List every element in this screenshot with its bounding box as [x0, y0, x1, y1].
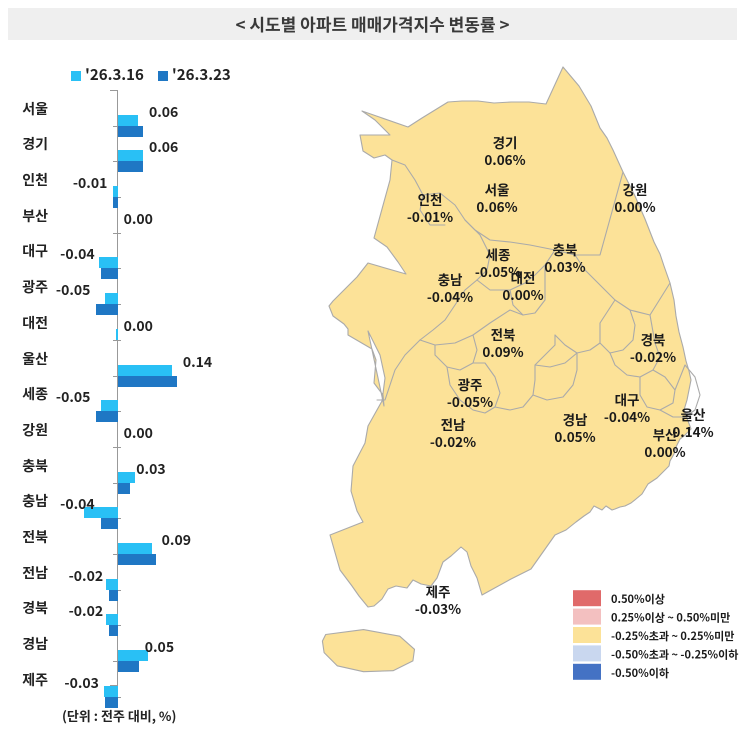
svg-text:-0.02%: -0.02% [630, 346, 676, 366]
svg-text:0.05%: 0.05% [554, 426, 595, 446]
svg-text:0.09%: 0.09% [482, 341, 523, 361]
svg-text:0.14%: 0.14% [672, 421, 713, 441]
svg-text:0.06%: 0.06% [484, 149, 525, 169]
svg-text:0.00%: 0.00% [614, 196, 655, 216]
svg-text:-0.02%: -0.02% [430, 431, 476, 451]
svg-text:-0.25%초과 ~ 0.25%미만: -0.25%초과 ~ 0.25%미만 [611, 628, 734, 644]
svg-text:-0.05%: -0.05% [447, 391, 493, 411]
svg-text:-0.04%: -0.04% [427, 286, 473, 306]
svg-text:0.00%: 0.00% [644, 441, 685, 461]
svg-text:0.50%이상: 0.50%이상 [611, 591, 665, 607]
svg-text:-0.04%: -0.04% [604, 406, 650, 426]
svg-text:-0.50%초과 ~ -0.25%이하: -0.50%초과 ~ -0.25%이하 [611, 646, 738, 662]
svg-text:-0.50%이하: -0.50%이하 [611, 665, 669, 681]
svg-text:-0.03%: -0.03% [415, 598, 461, 618]
svg-text:0.06%: 0.06% [476, 196, 517, 216]
svg-text:0.25%이상 ~ 0.50%미만: 0.25%이상 ~ 0.50%미만 [611, 610, 730, 626]
svg-text:0.03%: 0.03% [544, 256, 585, 276]
svg-text:-0.01%: -0.01% [407, 206, 453, 226]
svg-text:0.00%: 0.00% [502, 284, 543, 304]
